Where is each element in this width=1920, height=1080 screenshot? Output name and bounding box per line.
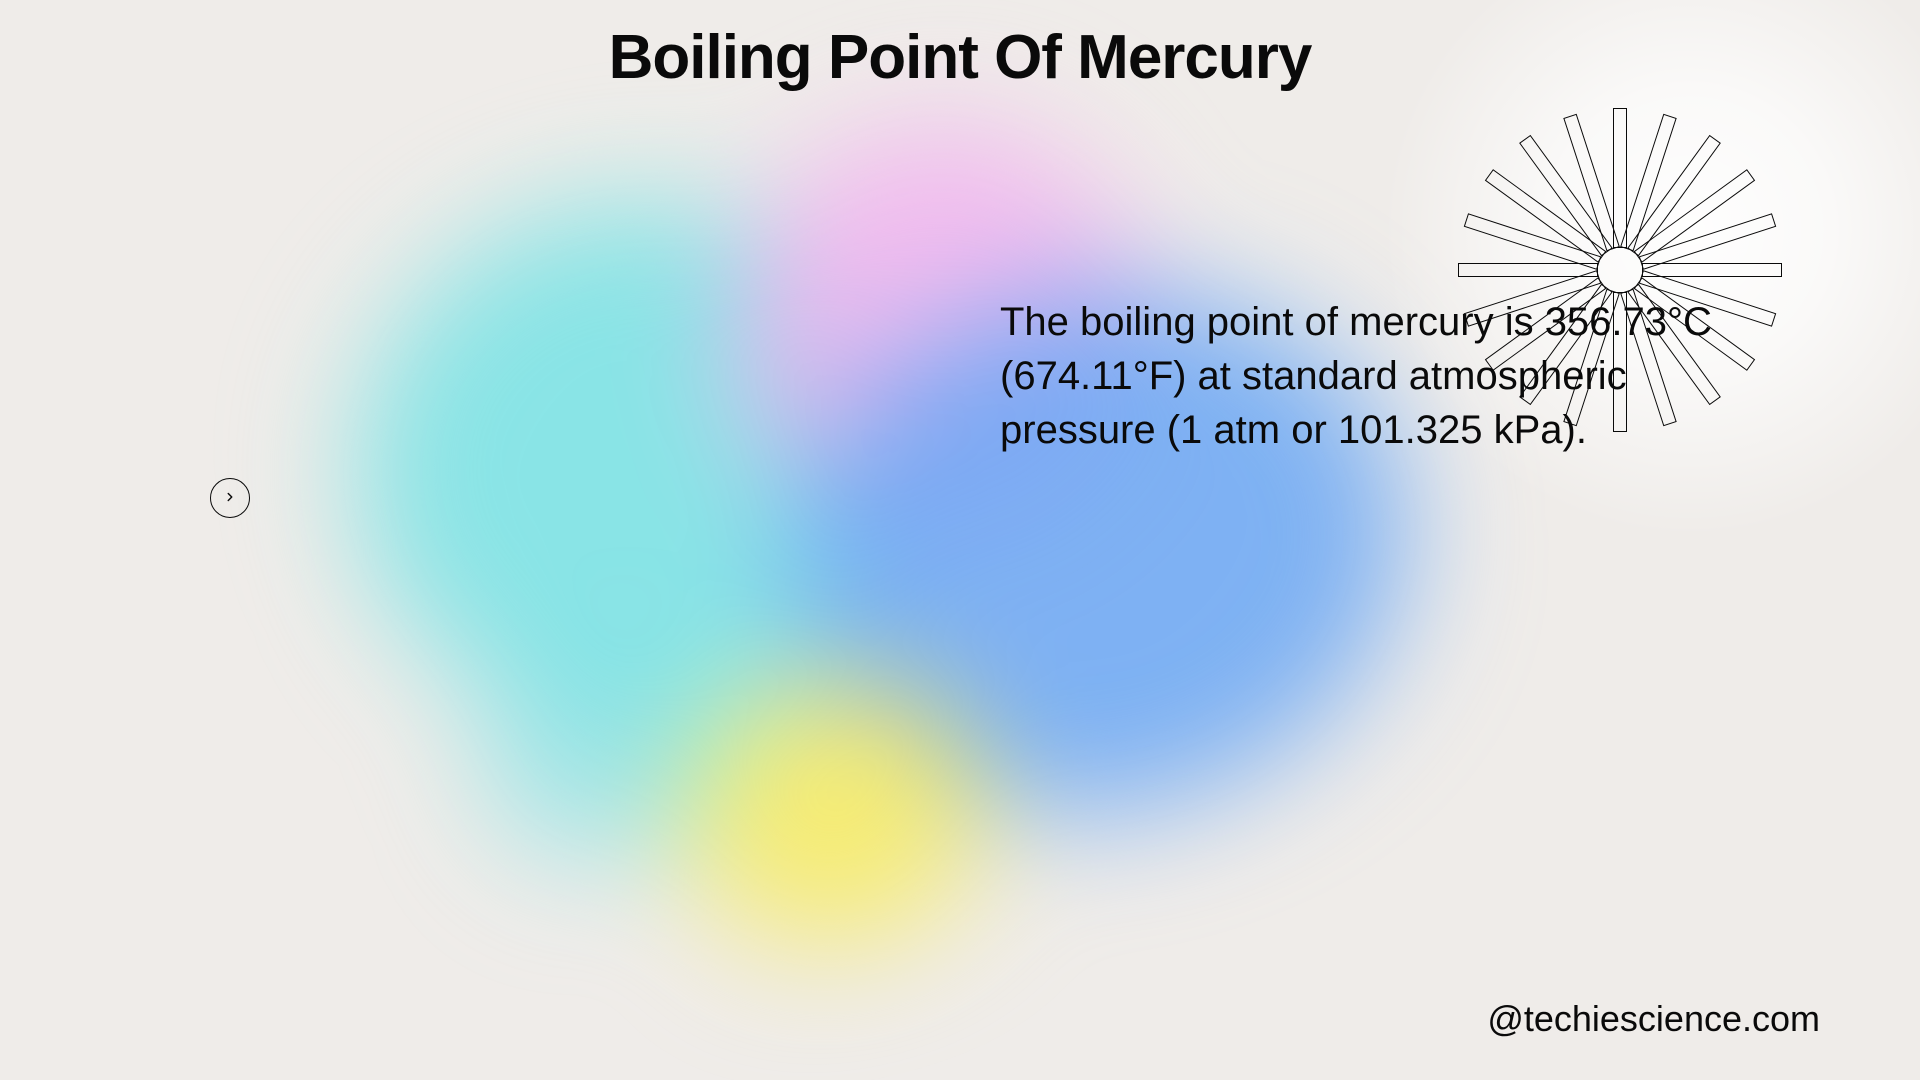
next-button[interactable] xyxy=(210,478,250,518)
page-title: Boiling Point Of Mercury xyxy=(0,22,1920,93)
body-text: The boiling point of mercury is 356.73°C… xyxy=(1000,295,1760,457)
attribution: @techiescience.com xyxy=(1487,998,1820,1040)
chevron-right-icon xyxy=(223,490,237,507)
gradient-blob xyxy=(169,0,1551,1080)
